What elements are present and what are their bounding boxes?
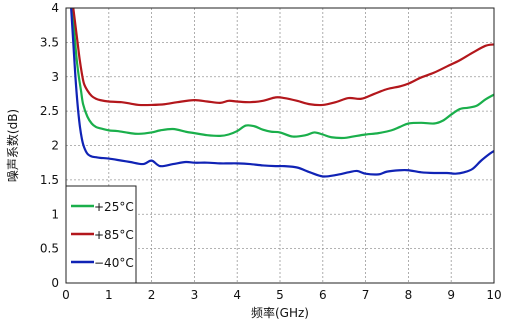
x-tick-label: 5 [276,288,284,302]
x-tick-label: 2 [148,288,156,302]
x-tick-label: 1 [105,288,113,302]
x-tick-label: 3 [191,288,199,302]
series-line-0 [71,8,494,140]
y-tick-label: 1.5 [40,173,59,187]
x-tick-label: 4 [233,288,241,302]
x-tick-labels: 0 1 2 3 4 5 6 7 8 9 10 [62,288,501,302]
x-tick-label: 6 [319,288,327,302]
series-group [70,8,494,178]
x-tick-label: 0 [62,288,70,302]
series-line-2 [70,8,494,178]
y-tick-label: 4 [51,1,59,15]
y-tick-label: 3.5 [40,35,59,49]
y-tick-label: 2 [51,139,59,153]
legend: +25°C +85°C −40°C [65,185,137,284]
y-tick-label: 0.5 [40,242,59,256]
y-tick-label: 3 [51,70,59,84]
x-tick-label: 8 [405,288,413,302]
legend-label: −40°C [94,256,134,270]
legend-label: +85°C [94,228,134,242]
y-tick-label: 2.5 [40,104,59,118]
x-tick-label: 7 [362,288,370,302]
series-line-1 [72,8,494,107]
plot-frame [65,7,495,284]
x-tick-label: 10 [486,288,501,302]
y-tick-label: 1 [51,207,59,221]
grid [66,8,494,283]
y-tick-label: 0 [51,276,59,290]
x-axis-title: 频率(GHz) [251,305,309,320]
legend-label: +25°C [94,200,134,214]
y-axis-title: 噪声系数(dB) [5,109,20,182]
x-tick-label: 9 [447,288,455,302]
y-tick-labels: 0 0.5 1 1.5 2 2.5 3 3.5 4 [40,1,59,290]
